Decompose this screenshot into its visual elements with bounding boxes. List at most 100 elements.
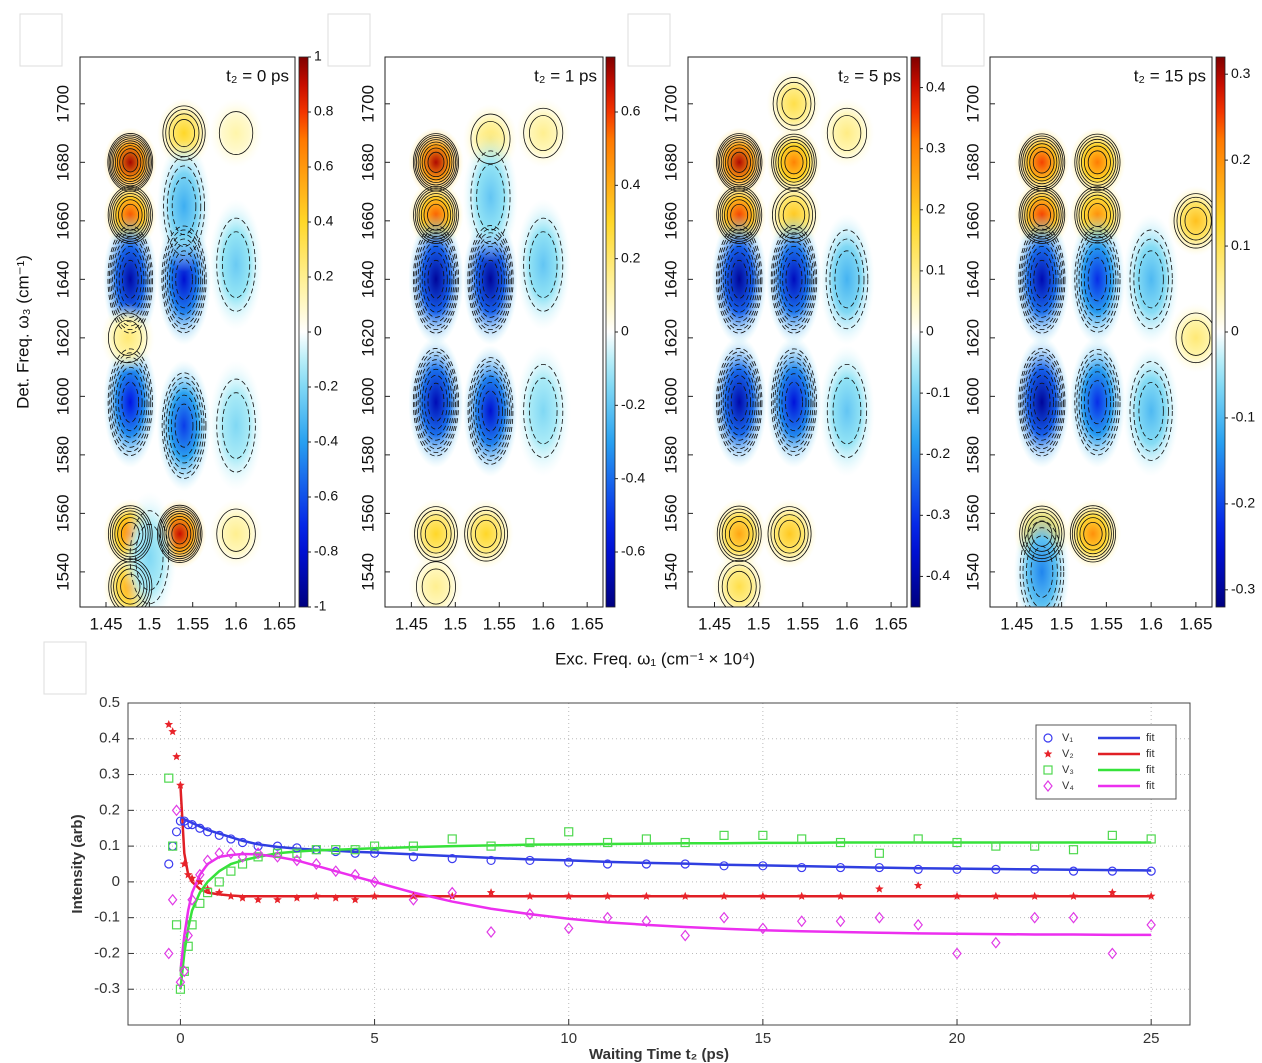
contour-line [832,115,862,152]
contour-line [1027,246,1057,313]
contour-line [719,137,760,188]
point [758,830,768,840]
contour-line [1138,382,1164,440]
point [680,837,690,848]
legend-label: V₃ [1062,764,1074,776]
contour-line [416,509,455,558]
point [195,823,205,833]
point [214,847,225,860]
contour-line [419,240,453,318]
contour-line [719,355,760,450]
y-tick-label: 1680 [53,143,72,181]
point [874,862,884,873]
contour-line [468,228,513,331]
point [164,719,174,729]
contour-line [774,191,814,239]
contour-line [415,137,456,188]
contour-line [1026,195,1058,235]
contour-line [171,523,188,545]
point [797,891,806,900]
contour-line [120,573,141,600]
colorbar-tick-label: -0.3 [1231,581,1255,597]
y-tick-label: 1600 [358,377,377,415]
plot-frame [989,56,1213,608]
y-tick-label: 1700 [53,85,72,123]
plot-frame [79,56,296,608]
point [991,891,1001,900]
contour-line [166,165,202,247]
point [183,929,193,942]
contour-line [421,144,451,181]
contour-panel: 1.45 1.5 1.55 1.6 1.65 1540 1560 1580 1600 1620 16… [13,48,338,634]
contour-line [419,363,453,441]
contour-line [470,514,502,554]
contour-line [475,375,506,447]
contour-line [777,142,811,183]
point [680,891,690,900]
contour-line [1025,363,1059,441]
x-tick-label: 5 [370,1030,378,1047]
contour-line [1083,248,1111,311]
contour-line [170,394,198,457]
colorbar-tick-label: -0.4 [926,567,950,583]
y-tick-label: 1640 [963,260,982,298]
contour-line [166,238,202,321]
contour-line [832,377,862,445]
contour-line [481,390,500,432]
colorbar-tick-label: -0.6 [314,488,338,504]
contour-line [719,190,759,240]
point [952,891,962,900]
contours [412,107,564,607]
contour-line [107,312,148,364]
y-tick-label: 1660 [661,202,680,240]
contour-line [1029,374,1054,430]
colorbar-tick-label: -0.2 [926,445,950,461]
contour-line [721,511,757,556]
contour-line [730,259,748,299]
point [1146,891,1156,900]
contour-line [471,365,510,457]
contour-line [1083,521,1103,546]
contour-line [1074,133,1121,191]
contour-line [107,225,153,334]
contour-line [825,229,869,330]
legend-label: V₂ [1062,748,1074,760]
contour-line [135,523,164,591]
point [214,877,224,887]
contour-line [119,148,142,177]
contour-line [110,561,151,607]
point [835,862,846,873]
contour-line [1029,199,1055,231]
fit-line [179,816,1152,872]
point [835,837,846,848]
point [875,884,884,893]
point [203,827,213,837]
point [952,947,962,960]
point [272,841,283,851]
contour-line [427,259,445,299]
contour-line [415,355,456,450]
contour-line [467,225,514,334]
contour-line [163,377,205,475]
legend-label: fit [1146,748,1155,760]
colorbar-tick-label: 0.2 [314,268,334,284]
point [991,841,1001,851]
point [272,848,283,858]
contour-line [115,195,146,235]
peak [1167,302,1212,373]
point [226,847,236,860]
contour-line [174,403,194,448]
x-tick-label: 1.6 [835,614,859,633]
point [525,908,535,921]
contour-line [1129,229,1173,330]
colorbar-tick-label: 0 [1231,323,1239,339]
contour-line [726,570,752,603]
point [408,841,419,851]
point [1107,830,1117,840]
contour-line [474,240,507,318]
point [237,850,248,863]
contour-line [826,364,868,458]
point [952,864,962,874]
legend-marker [1043,780,1053,792]
